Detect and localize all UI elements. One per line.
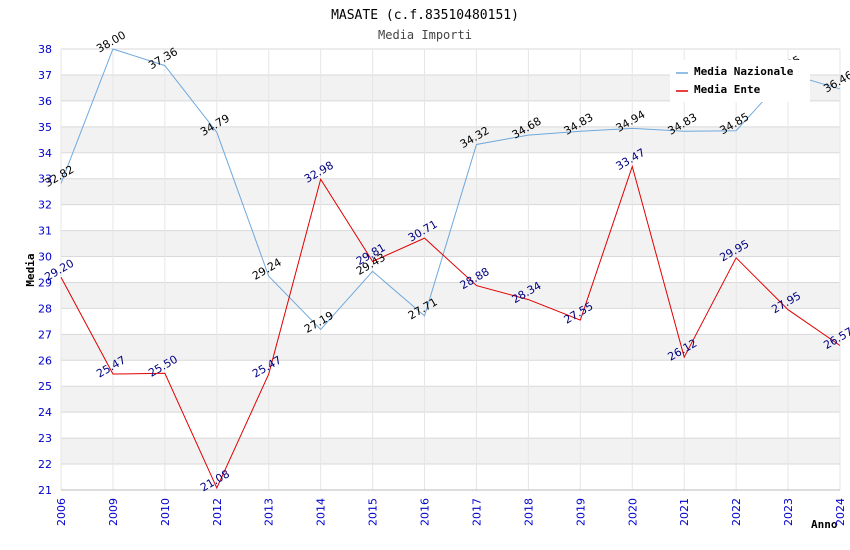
background-bands bbox=[61, 74, 840, 465]
gridlines bbox=[60, 48, 841, 491]
x-tick-label: 2020 bbox=[626, 498, 639, 526]
x-tick-label: 2009 bbox=[107, 498, 120, 526]
y-tick-label: 37 bbox=[38, 69, 52, 82]
legend-label-nazionale: Media Nazionale bbox=[694, 65, 794, 78]
data-label: 38.00 bbox=[94, 28, 128, 55]
y-tick-label: 35 bbox=[38, 121, 52, 134]
grid-band bbox=[61, 438, 840, 465]
y-tick-label: 29 bbox=[38, 276, 52, 289]
y-tick-label: 32 bbox=[38, 199, 52, 212]
grid-band bbox=[61, 334, 840, 361]
grid-band bbox=[61, 386, 840, 413]
x-tick-label: 2012 bbox=[211, 498, 224, 526]
y-tick-label: 27 bbox=[38, 328, 52, 341]
series-lines bbox=[60, 48, 841, 490]
x-tick-labels: 2006 2009 2010 2012 2013 2014 2015 2016 2017 2018… bbox=[55, 498, 847, 526]
x-tick-label: 2017 bbox=[470, 498, 483, 526]
y-tick-label: 21 bbox=[38, 484, 52, 497]
x-tick-label: 2024 bbox=[834, 498, 847, 526]
grid-band bbox=[61, 230, 840, 257]
x-tick-label: 2013 bbox=[263, 498, 276, 526]
y-tick-label: 38 bbox=[38, 43, 52, 56]
y-tick-label: 23 bbox=[38, 432, 52, 445]
x-tick-label: 2021 bbox=[678, 498, 691, 526]
x-tick-label: 2015 bbox=[367, 498, 380, 526]
chart-title: MASATE (c.f.83510480151) bbox=[331, 8, 519, 23]
x-tick-label: 2016 bbox=[419, 498, 432, 526]
y-tick-label: 28 bbox=[38, 302, 52, 315]
y-tick-labels: 21 22 23 24 25 26 27 28 29 30 31 32 33 34 35 36 37 38 bbox=[38, 43, 52, 497]
grid-band bbox=[61, 178, 840, 205]
chart-subtitle: Media Importi bbox=[378, 28, 472, 42]
x-axis-label: Anno bbox=[811, 518, 838, 531]
x-tick-label: 2014 bbox=[315, 498, 328, 526]
y-tick-label: 33 bbox=[38, 173, 52, 186]
y-tick-label: 30 bbox=[38, 251, 52, 264]
legend-label-ente: Media Ente bbox=[694, 83, 761, 96]
x-tick-label: 2022 bbox=[730, 498, 743, 526]
y-tick-label: 31 bbox=[38, 225, 52, 238]
series-line-ente bbox=[60, 164, 841, 490]
y-tick-label: 36 bbox=[38, 95, 52, 108]
y-tick-label: 24 bbox=[38, 406, 52, 419]
legend-background bbox=[670, 60, 810, 102]
legend: Media Nazionale Media Ente bbox=[670, 60, 810, 102]
grid-band bbox=[61, 282, 840, 309]
series-line-nazionale bbox=[60, 48, 841, 331]
data-label: 29.24 bbox=[250, 256, 284, 283]
data-label: 27.19 bbox=[302, 309, 336, 336]
y-tick-label: 26 bbox=[38, 354, 52, 367]
x-tick-label: 2006 bbox=[55, 498, 68, 526]
x-tick-label: 2019 bbox=[574, 498, 587, 526]
x-tick-label: 2010 bbox=[159, 498, 172, 526]
y-tick-label: 34 bbox=[38, 147, 52, 160]
y-tick-label: 22 bbox=[38, 458, 52, 471]
y-tick-label: 25 bbox=[38, 380, 52, 393]
x-tick-label: 2018 bbox=[522, 498, 535, 526]
y-axis-label: Media bbox=[24, 253, 37, 286]
x-tick-label: 2023 bbox=[782, 498, 795, 526]
